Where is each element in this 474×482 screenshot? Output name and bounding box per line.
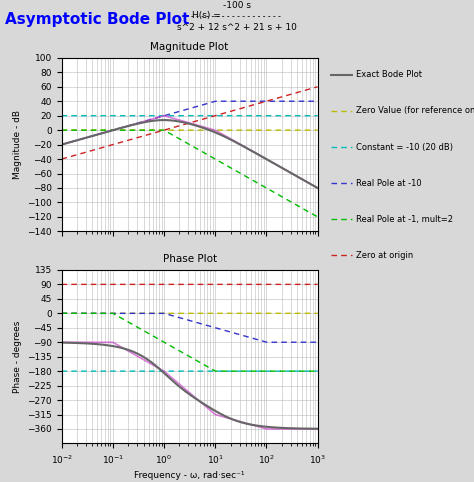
Text: Asymptotic Bode Plot: Asymptotic Bode Plot — [5, 12, 189, 27]
Text: Real Pole at -1, mult=2: Real Pole at -1, mult=2 — [356, 215, 453, 224]
Text: Zero Value (for reference only): Zero Value (for reference only) — [356, 107, 474, 115]
X-axis label: Frequency - ω, rad·sec⁻¹: Frequency - ω, rad·sec⁻¹ — [134, 471, 245, 480]
Text: -100 s: -100 s — [223, 0, 251, 10]
Text: Zero at origin: Zero at origin — [356, 251, 413, 260]
Text: Exact Bode Plot: Exact Bode Plot — [356, 70, 421, 79]
Y-axis label: Phase - degrees: Phase - degrees — [13, 321, 22, 393]
Text: H(s) =: H(s) = — [192, 12, 224, 20]
Y-axis label: Magnitude - dB: Magnitude - dB — [13, 110, 22, 179]
Title: Phase Plot: Phase Plot — [163, 254, 217, 264]
Text: - - - - - - - - - - - - - - - - - -: - - - - - - - - - - - - - - - - - - — [191, 12, 283, 21]
Text: Constant = -10 (20 dB): Constant = -10 (20 dB) — [356, 143, 453, 151]
Title: Magnitude Plot: Magnitude Plot — [150, 41, 229, 52]
Text: s^2 + 12 s^2 + 21 s + 10: s^2 + 12 s^2 + 21 s + 10 — [177, 23, 297, 32]
Text: Real Pole at -10: Real Pole at -10 — [356, 179, 421, 187]
